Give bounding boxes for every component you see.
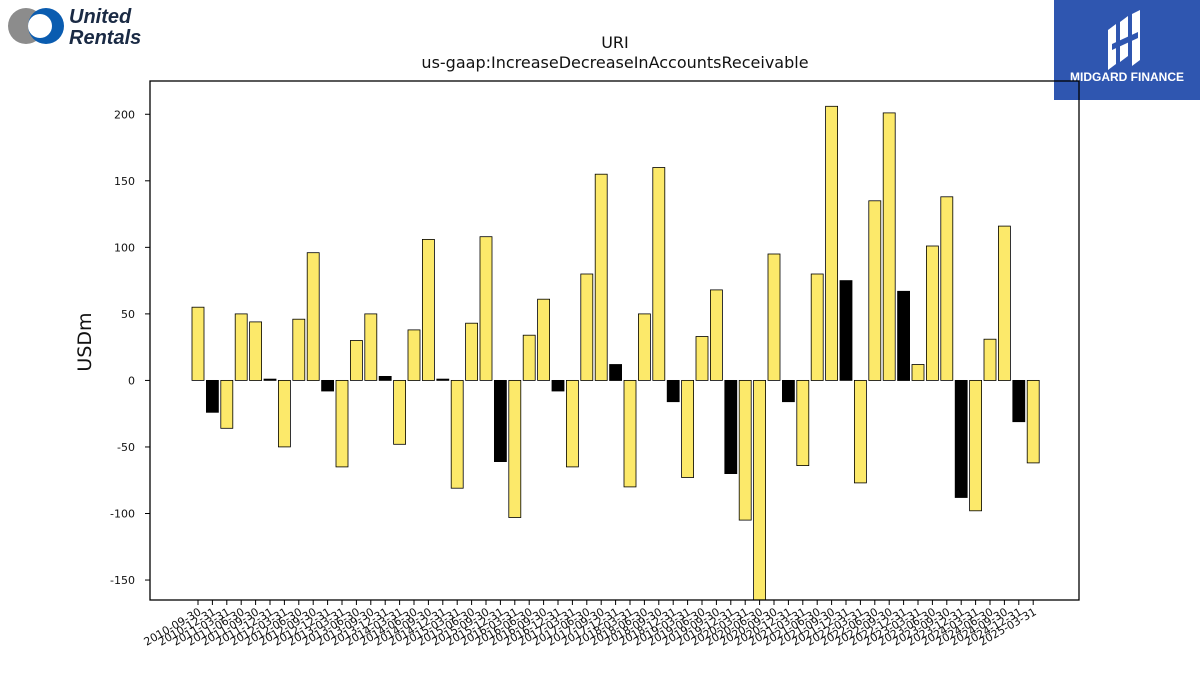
- bar: [782, 379, 795, 403]
- x-axis: 2010-09-302010-12-312011-03-312011-06-30…: [142, 600, 1039, 649]
- bar: [263, 378, 277, 381]
- bar: [479, 236, 493, 381]
- bar: [810, 273, 824, 381]
- bar: [652, 167, 666, 381]
- bar: [1026, 379, 1040, 464]
- bar: [882, 112, 896, 381]
- bar: [335, 379, 349, 468]
- bar: [292, 318, 306, 381]
- bar: [897, 290, 910, 381]
- bar: [594, 173, 608, 381]
- bar: [868, 200, 882, 381]
- bar: [407, 329, 421, 381]
- y-tick-label: 50: [121, 308, 135, 321]
- bar: [1012, 379, 1026, 423]
- bar: [666, 379, 680, 403]
- bar: [191, 306, 205, 381]
- bar: [566, 379, 579, 468]
- bar: [926, 245, 939, 381]
- united-rentals-logo: United Rentals: [4, 4, 164, 49]
- y-tick-label: 200: [114, 108, 135, 121]
- y-tick-label: -150: [110, 574, 135, 587]
- bar: [205, 379, 219, 413]
- bar: [854, 379, 867, 484]
- bar: [796, 379, 810, 466]
- bar: [954, 379, 968, 498]
- bar: [710, 289, 723, 381]
- bar: [364, 313, 378, 381]
- y-axis-label: USDm: [74, 312, 96, 371]
- y-tick-label: 150: [114, 175, 135, 188]
- bar: [306, 252, 320, 381]
- bar: [969, 379, 982, 512]
- bar: [580, 273, 594, 381]
- midgard-finance-logo-mark: MIDGARD FINANCE: [1070, 10, 1184, 84]
- bar: [393, 379, 407, 445]
- bars-group: [191, 105, 1040, 601]
- brand-right-name: MIDGARD FINANCE: [1070, 70, 1184, 84]
- plot-frame: [149, 80, 1080, 601]
- bar: [551, 379, 565, 392]
- y-axis: -150 -100 -50 0 50 100 150 200: [110, 108, 150, 587]
- bar: [681, 379, 694, 478]
- brand-line2: Rentals: [69, 27, 141, 48]
- midgard-finance-logo: MIDGARD FINANCE: [1054, 0, 1200, 100]
- bar: [998, 225, 1011, 381]
- bar: [450, 379, 464, 489]
- bar: [321, 379, 335, 392]
- bar: [220, 379, 234, 429]
- chart-title: URI: [601, 33, 629, 52]
- bar: [767, 253, 781, 381]
- bar: [738, 379, 752, 521]
- bar: [839, 280, 853, 381]
- bar: [234, 313, 248, 381]
- bar: [695, 336, 709, 381]
- bar: [249, 321, 263, 381]
- united-rentals-logo-mark: United Rentals: [8, 6, 141, 49]
- bar: [436, 378, 450, 381]
- bar: [522, 334, 536, 381]
- bar: [465, 322, 479, 381]
- bar: [983, 338, 997, 381]
- chart-subtitle: us-gaap:IncreaseDecreaseInAccountsReceiv…: [421, 53, 808, 72]
- bar: [623, 379, 637, 488]
- y-tick-label: 0: [128, 374, 135, 387]
- brand-line1: United: [69, 6, 132, 28]
- bar: [609, 364, 622, 381]
- bar: [537, 298, 550, 381]
- bar: [724, 379, 738, 474]
- bar: [277, 379, 291, 448]
- bar: [638, 313, 651, 381]
- bar: [378, 375, 392, 381]
- y-tick-label: -100: [110, 508, 135, 521]
- bar: [825, 105, 838, 381]
- y-tick-label: -50: [117, 441, 135, 454]
- bar: [753, 379, 766, 601]
- bar: [911, 364, 925, 381]
- y-tick-label: 100: [114, 241, 135, 254]
- bar: [940, 196, 954, 381]
- bar: [421, 238, 435, 381]
- bar: [493, 379, 507, 462]
- bar: [508, 379, 522, 518]
- bar: [349, 340, 363, 381]
